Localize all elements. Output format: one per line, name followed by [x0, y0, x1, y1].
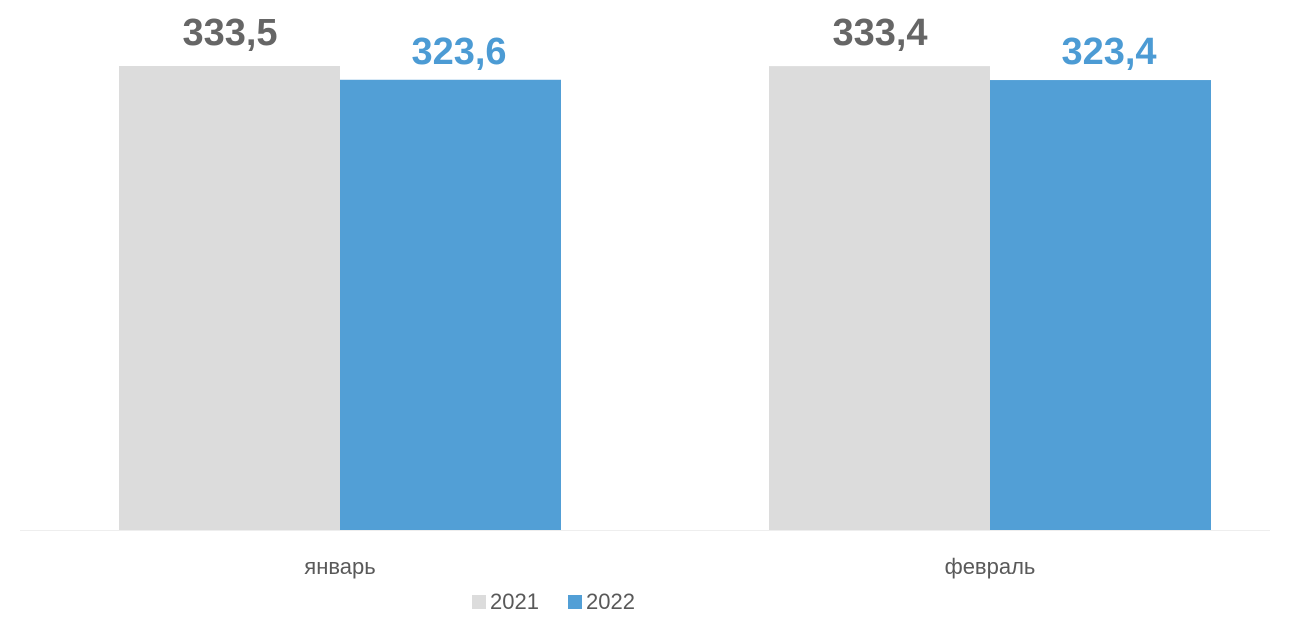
- legend-label-2022: 2022: [586, 589, 635, 614]
- legend: 2021 2022: [472, 589, 635, 614]
- data-label-2021-1: 333,4: [832, 12, 927, 54]
- bar-2021-0: [119, 66, 340, 530]
- data-labels-group: 333,5 323,6 333,4 323,4: [182, 12, 1156, 73]
- bar-2022-1: [990, 80, 1211, 530]
- legend-label-2021: 2021: [490, 589, 539, 614]
- tick-label-0: январь: [304, 554, 375, 579]
- data-label-2022-0: 323,6: [411, 31, 506, 73]
- legend-swatch-2022: [568, 595, 582, 609]
- category-axis: январь февраль: [304, 554, 1035, 579]
- tick-label-1: февраль: [945, 554, 1036, 579]
- legend-swatch-2021: [472, 595, 486, 609]
- data-label-2021-0: 333,5: [182, 12, 277, 54]
- bars-group: [119, 66, 1211, 530]
- bar-2022-0: [340, 79, 561, 530]
- bar-2021-1: [769, 66, 990, 530]
- data-label-2022-1: 323,4: [1061, 31, 1156, 73]
